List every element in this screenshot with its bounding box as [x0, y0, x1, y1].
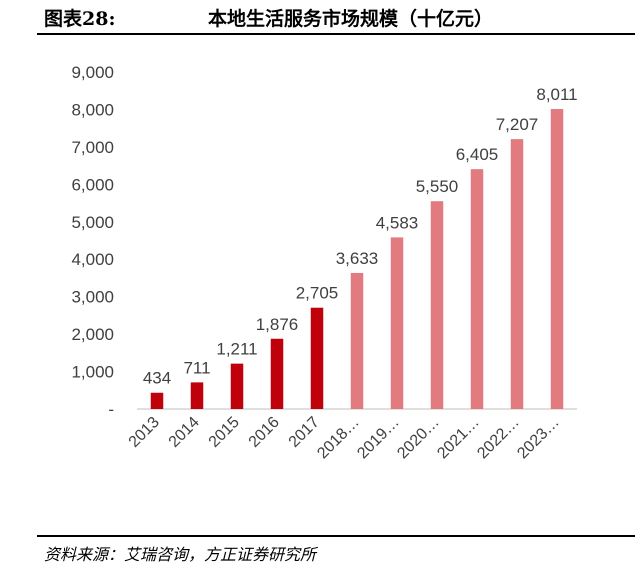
y-tick-label: - [108, 400, 114, 419]
data-label: 3,633 [336, 249, 379, 268]
top-rule [37, 33, 635, 35]
data-label: 6,405 [456, 145, 499, 164]
data-label: 7,207 [496, 115, 539, 134]
y-tick-label: 1,000 [71, 363, 114, 382]
y-tick-label: 2,000 [71, 325, 114, 344]
bar [310, 307, 324, 409]
data-label: 434 [143, 369, 171, 388]
y-tick-label: 9,000 [71, 63, 114, 82]
bar [230, 363, 244, 409]
bar [510, 139, 524, 410]
bar [150, 392, 164, 409]
x-tick-label: 2015 [206, 414, 243, 451]
x-tick-label: 2020… [394, 414, 443, 463]
x-tick-label: 2014 [166, 414, 203, 451]
data-label: 5,550 [416, 177, 459, 196]
y-tick-label: 6,000 [71, 175, 114, 194]
y-tick-label: 4,000 [71, 250, 114, 269]
x-tick-label: 2019… [354, 414, 403, 463]
figure-label: 图表28: [44, 8, 116, 30]
x-tick-label: 2021… [434, 414, 483, 463]
chart-title: 本地生活服务市场规模（十亿元） [208, 8, 494, 30]
data-label: 8,011 [536, 85, 577, 104]
x-tick-label: 2018… [314, 414, 363, 463]
y-tick-label: 8,000 [71, 100, 114, 119]
bar [470, 169, 484, 409]
bar [430, 201, 444, 409]
data-label: 2,705 [296, 284, 339, 303]
y-tick-label: 7,000 [71, 138, 114, 157]
x-tick-label: 2023… [514, 414, 563, 463]
data-label: 4,583 [376, 213, 419, 232]
bar [390, 237, 404, 409]
bar-chart: - 1,000 2,000 3,000 4,000 5,000 6,000 7,000 8,00… [71, 63, 577, 463]
bar [190, 382, 204, 409]
bar [350, 272, 364, 409]
bar [270, 338, 284, 409]
data-label: 711 [183, 358, 210, 377]
figure-header: 图表28: 本地生活服务市场规模（十亿元） [0, 0, 641, 34]
x-tick-label: 2016 [246, 414, 283, 451]
y-tick-label: 5,000 [71, 213, 114, 232]
source-note: 资料来源：艾瑞咨询，方正证券研究所 [44, 545, 317, 564]
x-tick-label: 2017 [286, 414, 323, 451]
x-tick-label: 2022… [474, 414, 523, 463]
y-tick-label: 3,000 [71, 288, 114, 307]
data-label: 1,211 [216, 340, 257, 359]
bar [550, 109, 564, 409]
x-tick-label: 2013 [126, 414, 163, 451]
bottom-rule [37, 535, 635, 537]
data-label: 1,876 [256, 315, 299, 334]
